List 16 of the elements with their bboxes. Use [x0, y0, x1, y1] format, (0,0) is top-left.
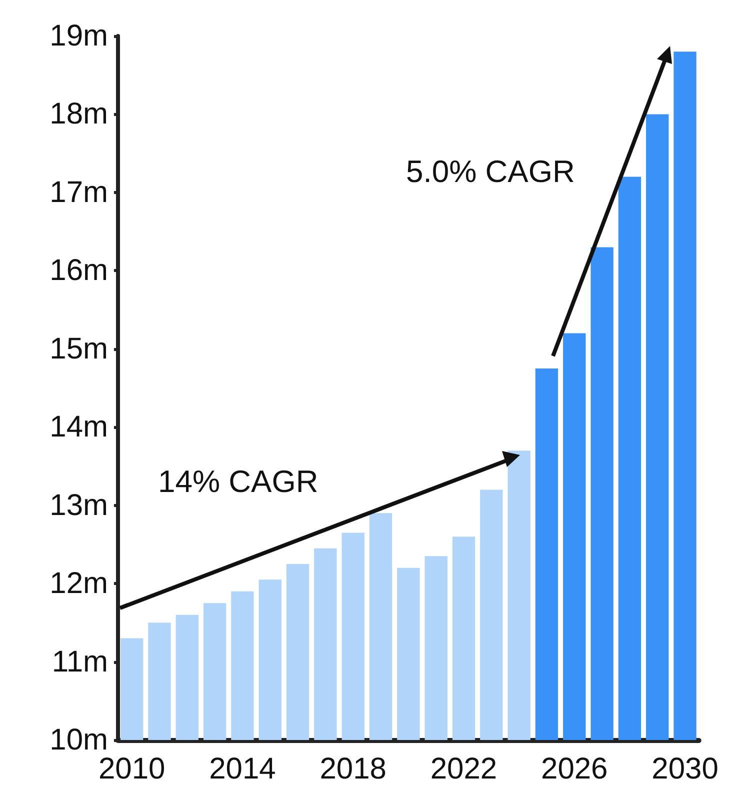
y-tick-label: 14m: [50, 410, 108, 444]
y-tick-label: 17m: [50, 176, 108, 209]
y-tick-label: 11m: [52, 645, 108, 678]
y-tick-label: 19m: [50, 20, 108, 52]
y-tick-label: 15m: [50, 332, 108, 366]
annotation: 14% CAGR: [158, 464, 318, 499]
y-tick-label: 16m: [50, 254, 108, 288]
y-tick-label: 18m: [50, 98, 108, 131]
y-tick-label: 12m: [50, 567, 108, 600]
x-tick-label: 2030: [652, 752, 718, 786]
annotation: 5.0% CAGR: [406, 154, 575, 189]
x-tick-label: 2026: [541, 752, 608, 786]
x-tick-label: 2014: [209, 752, 276, 786]
x-tick-label: 2018: [320, 752, 386, 786]
x-tick-label: 2022: [430, 752, 498, 786]
y-tick-label: 13m: [50, 488, 108, 522]
